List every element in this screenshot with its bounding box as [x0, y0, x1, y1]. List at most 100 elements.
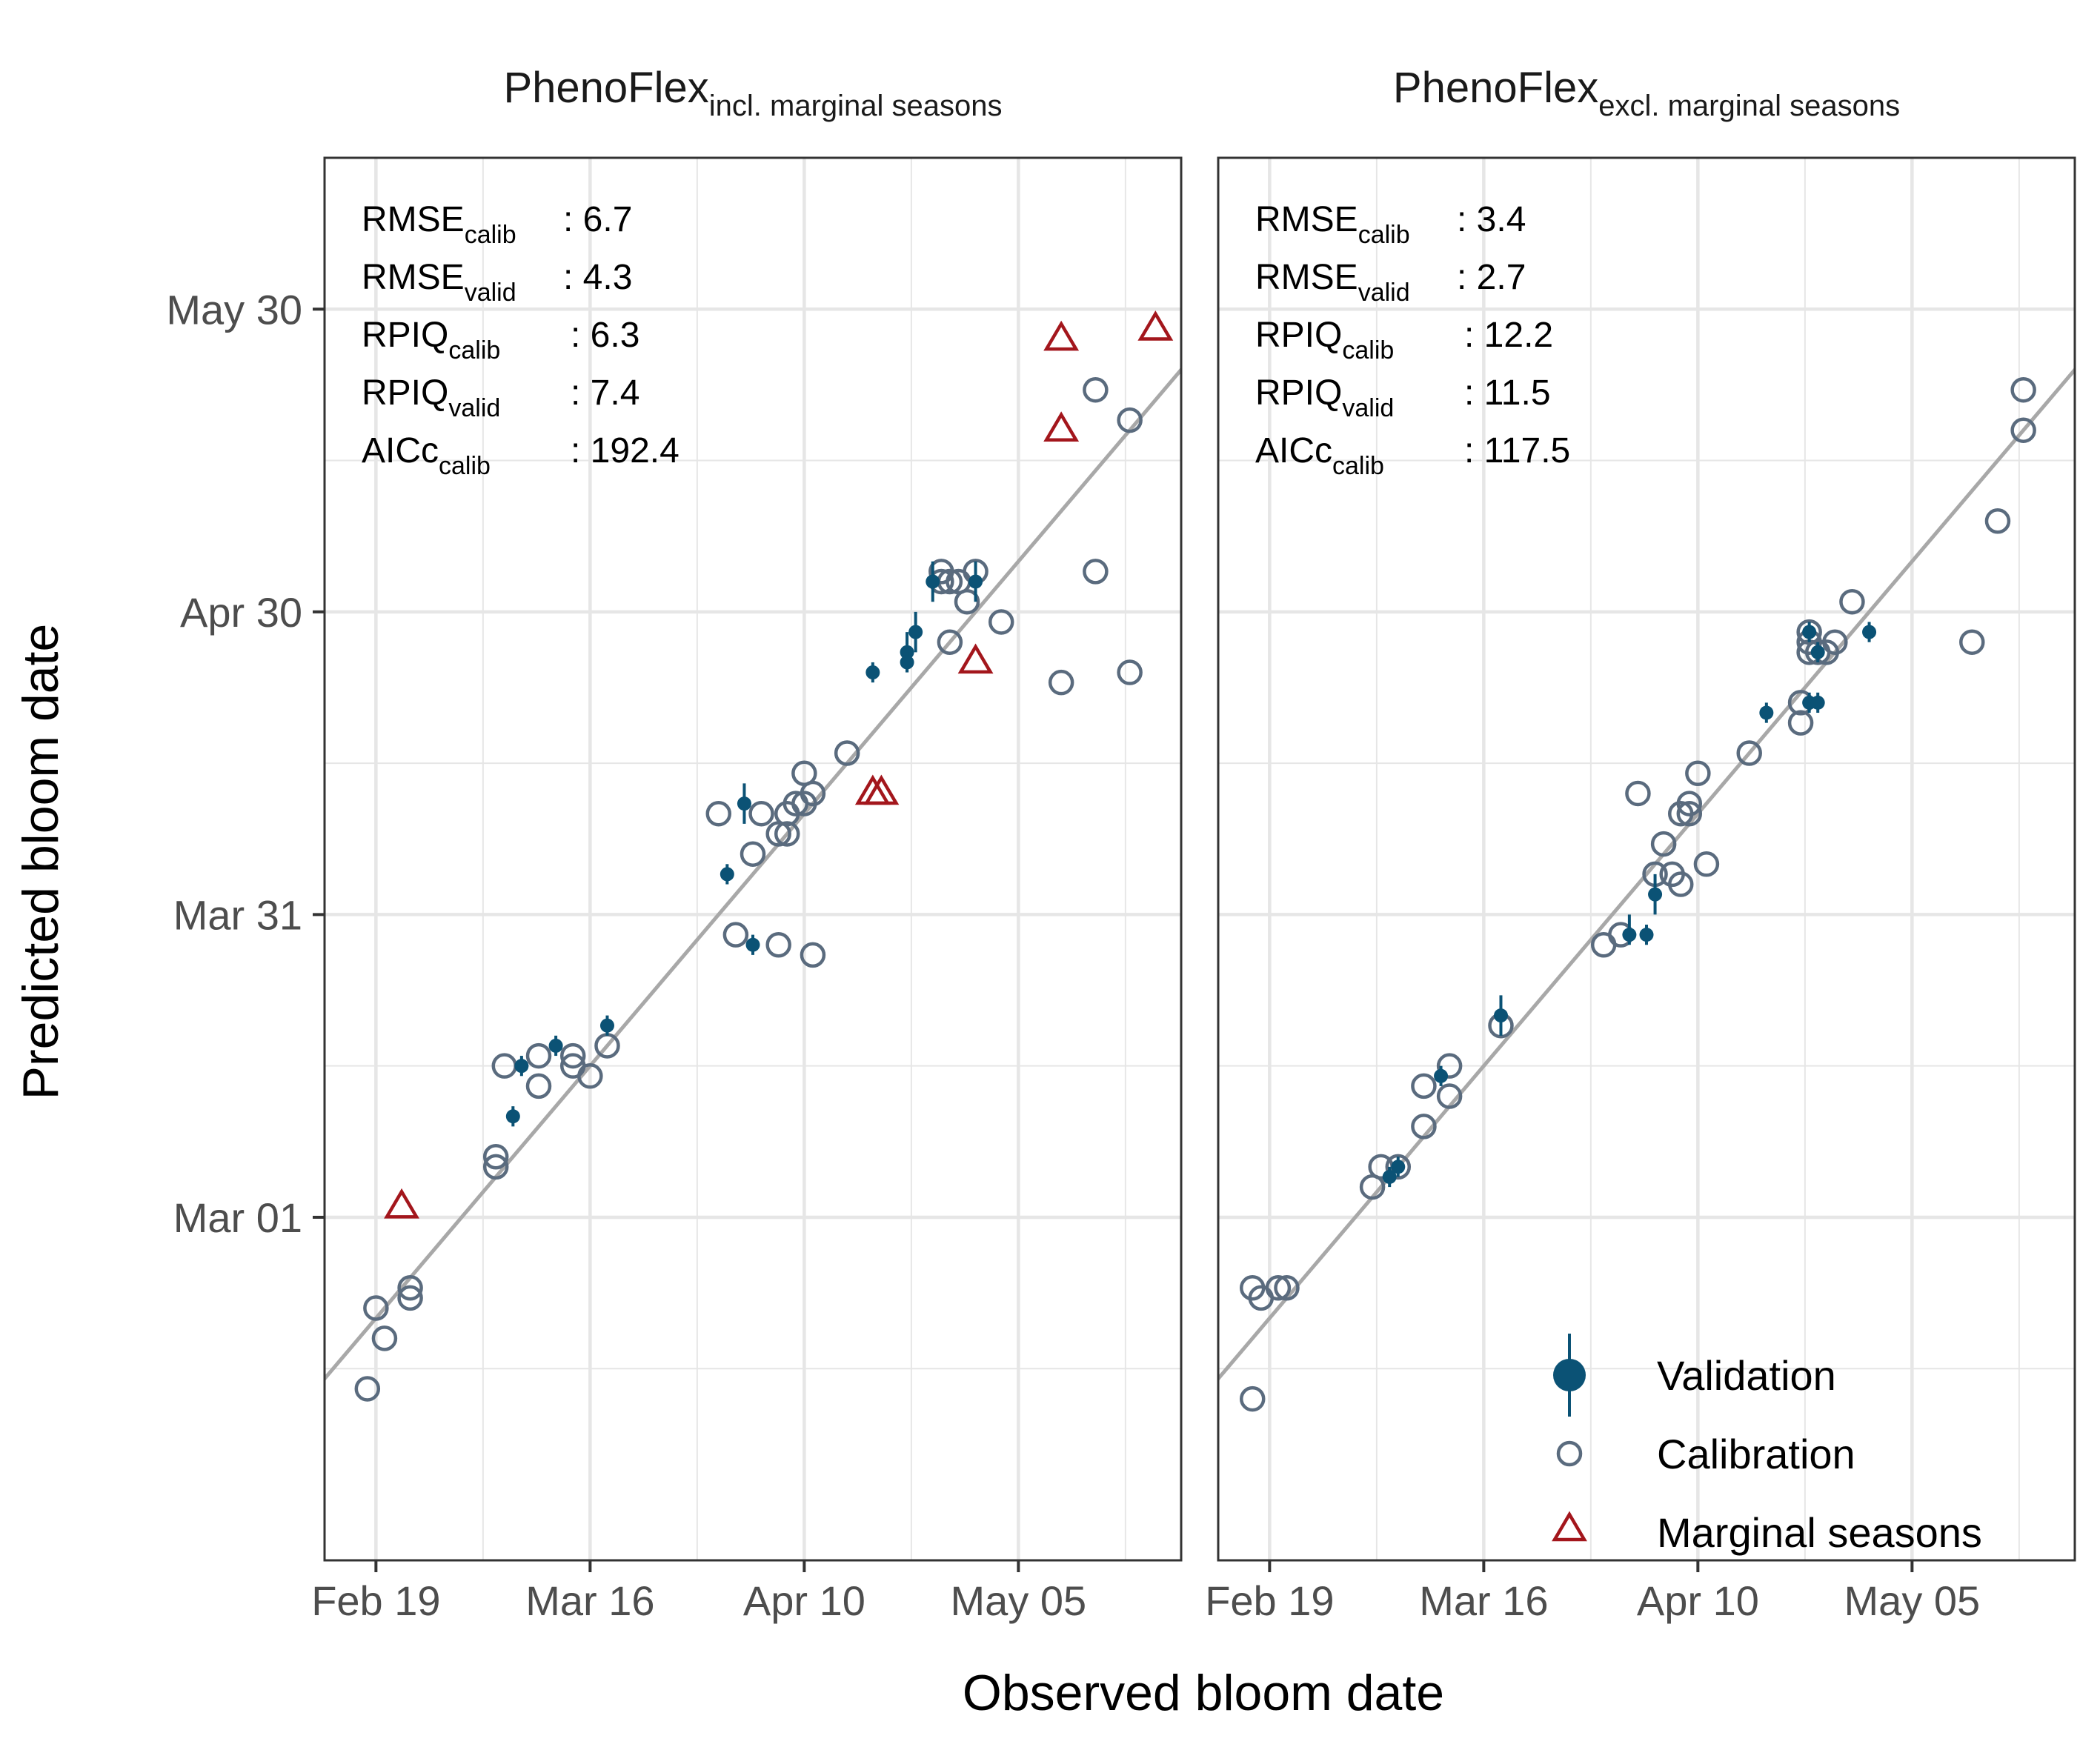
stat-rmse-calib: RMSEcalib [362, 200, 516, 249]
calibration-point [740, 841, 766, 867]
calibration-point [954, 588, 980, 615]
calibration-point [1117, 407, 1143, 433]
calibration-point [1411, 1114, 1437, 1140]
legend-label-calibration: Calibration [1657, 1431, 1855, 1477]
y-tick-label: Mar 01 [173, 1194, 302, 1241]
legend-label-marginal-seasons: Marginal seasons [1657, 1509, 1982, 1556]
x-tick-label: May 05 [1844, 1577, 1981, 1624]
calibration-point [1265, 1275, 1292, 1301]
reference-line [325, 367, 1181, 1382]
x-tick-label: Mar 16 [525, 1577, 654, 1624]
validation-point [1648, 887, 1663, 902]
panel-incl-marginal: Feb 19 Mar 16 Apr 10 May 05 Mar 01 Mar 31 Apr … [166, 64, 1183, 1624]
stat-rmse-valid: RMSEvalid [1255, 258, 1410, 307]
calibration-point [363, 1295, 389, 1321]
validation-point [1493, 1008, 1508, 1023]
legend-key-marginal-seasons [1552, 1511, 1587, 1542]
validation-point [514, 1059, 529, 1074]
calibration-point [800, 942, 826, 968]
validation-point [599, 1018, 614, 1033]
marginal-season-point [1137, 310, 1174, 341]
stat-rmse-valid: RMSEvalid [362, 258, 516, 307]
x-tick-label: Apr 10 [743, 1577, 865, 1624]
calibration-point [2010, 417, 2036, 443]
calibration-point [988, 609, 1014, 635]
validation-point [1802, 625, 1817, 639]
stat-value: : 2.7 [1457, 258, 1526, 297]
validation-point [968, 574, 983, 589]
panel-title: PhenoFlexincl. marginal seasons [503, 64, 1002, 122]
stat-value: : 117.5 [1464, 431, 1570, 470]
plot-area [325, 310, 1181, 1402]
calibration-point [1274, 1275, 1300, 1301]
stat-rpiq-calib: RPIQcalib [1255, 316, 1394, 365]
legend-key-calibration [1556, 1440, 1583, 1467]
y-tick-label: Apr 30 [180, 589, 302, 636]
calibration-point [482, 1144, 509, 1170]
calibration-point [1083, 559, 1109, 585]
calibration-point [800, 780, 826, 807]
calibration-point [397, 1285, 423, 1311]
calibration-point [1117, 659, 1143, 685]
calibration-point [937, 629, 963, 655]
stat-value: : 12.2 [1464, 316, 1553, 355]
calibration-point [1650, 831, 1677, 857]
marginal-season-point [1043, 411, 1080, 442]
stat-value: : 7.4 [571, 373, 639, 413]
calibration-point [2010, 376, 2036, 403]
stat-rpiq-valid: RPIQvalid [362, 373, 500, 422]
calibration-point [834, 740, 860, 766]
panel-excl-marginal: Feb 19 Mar 16 Apr 10 May 05 PhenoFlexexcl. m… [1205, 64, 2076, 1624]
calibration-point [559, 1042, 586, 1069]
reference-line [1218, 367, 2075, 1382]
y-tick-label: May 30 [166, 286, 302, 333]
marginal-season-point [1043, 320, 1080, 351]
calibration-point [1736, 740, 1762, 766]
panel-title: PhenoFlexexcl. marginal seasons [1393, 64, 1900, 122]
validation-point [1862, 625, 1877, 639]
calibration-point [1625, 780, 1651, 807]
calibration-point [1385, 1154, 1412, 1180]
calibration-point [577, 1063, 603, 1089]
marginal-season-point [863, 774, 900, 805]
validation-point [1810, 645, 1825, 659]
validation-point [737, 796, 751, 811]
validation-point [548, 1038, 563, 1053]
stat-rmse-calib: RMSEcalib [1255, 200, 1410, 249]
x-tick-label: May 05 [951, 1577, 1087, 1624]
x-tick-label: Feb 19 [1205, 1577, 1334, 1624]
legend: Validation Calibration Marginal seasons [1552, 1334, 1982, 1556]
x-axis-label: Observed bloom date [963, 1665, 1444, 1721]
calibration-point [1667, 871, 1694, 897]
calibration-point [722, 922, 749, 948]
validation-point [1391, 1160, 1406, 1174]
calibration-point [1676, 800, 1703, 827]
x-tick-label: Apr 10 [1637, 1577, 1759, 1624]
x-tick-label: Mar 16 [1419, 1577, 1548, 1624]
stat-value: : 6.7 [563, 200, 632, 239]
stat-value: : 192.4 [571, 431, 679, 470]
validation-point [505, 1109, 520, 1124]
validation-point [720, 867, 734, 882]
calibration-point [748, 800, 774, 827]
y-axis-label: Predicted bloom date [13, 624, 69, 1100]
y-tick-label: Mar 31 [173, 891, 302, 938]
panel-border [323, 156, 1183, 1562]
calibration-point [765, 932, 791, 958]
calibration-point [1676, 791, 1703, 816]
calibration-point [1787, 710, 1814, 736]
calibration-point [482, 1154, 509, 1180]
stat-value: : 11.5 [1464, 373, 1551, 413]
calibration-point [1822, 629, 1848, 655]
legend-key-validation [1553, 1334, 1586, 1417]
calibration-point [1436, 1053, 1463, 1079]
stat-rpiq-calib: RPIQcalib [362, 316, 500, 365]
legend-label-validation: Validation [1657, 1352, 1836, 1399]
validation-point [745, 937, 760, 952]
stat-rpiq-valid: RPIQvalid [1255, 373, 1394, 422]
calibration-point [354, 1376, 381, 1402]
stat-value: : 3.4 [1457, 200, 1526, 239]
validation-point [1622, 928, 1637, 942]
calibration-point [774, 821, 800, 847]
